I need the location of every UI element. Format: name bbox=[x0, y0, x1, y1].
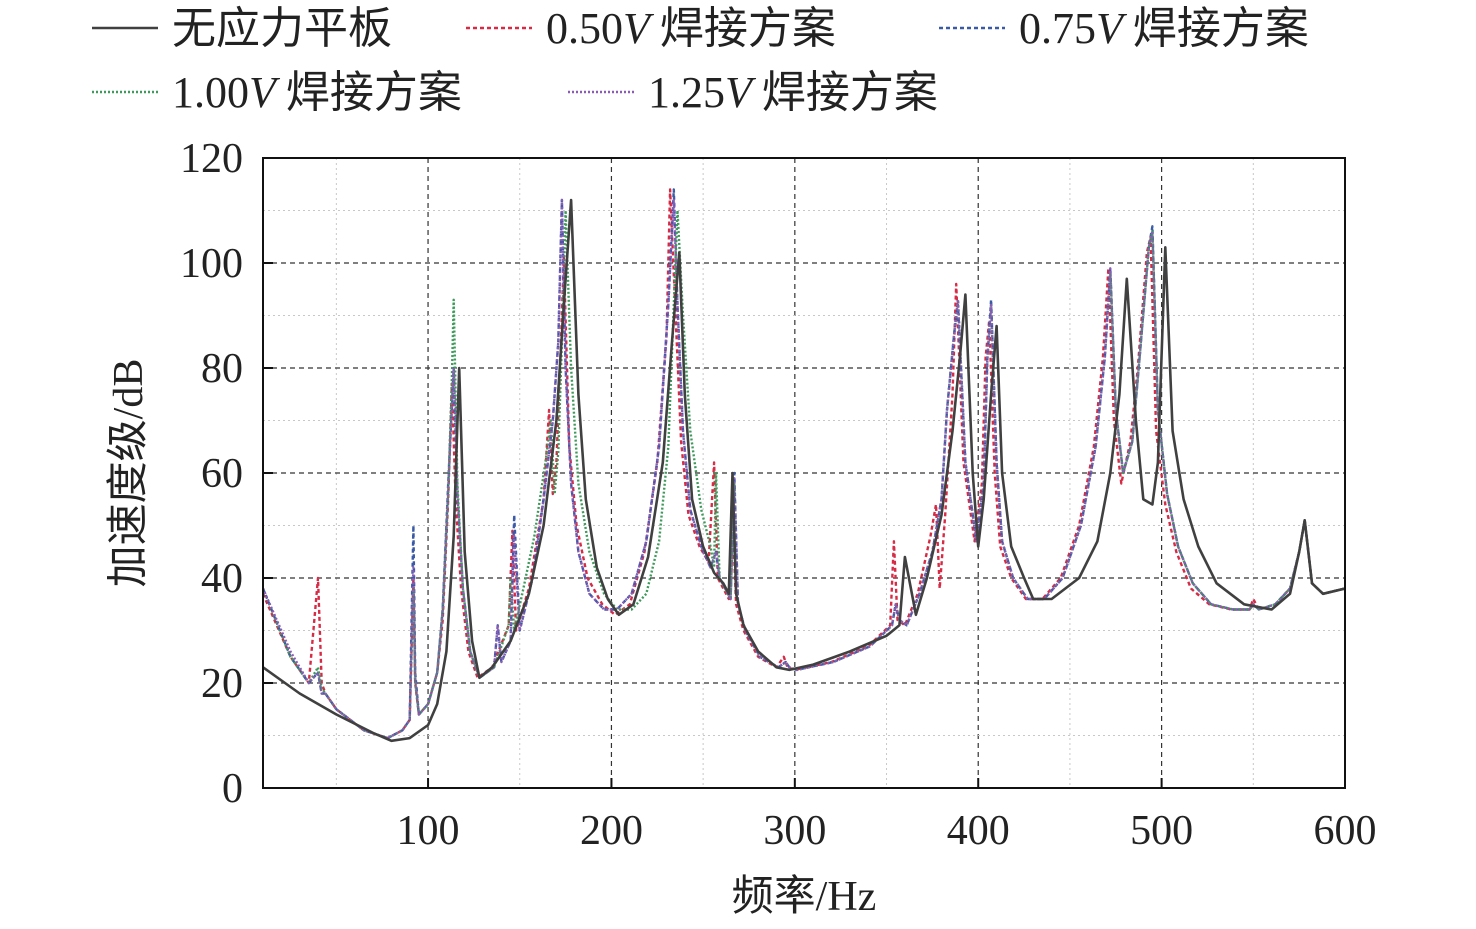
y-axis-label: 加速度级/dB bbox=[106, 359, 152, 588]
y-ticks: 0 20 40 60 80 100 120 bbox=[180, 136, 273, 812]
legend-text: 焊接方案 bbox=[762, 68, 938, 117]
legend-label: 1.25V 焊接方案 bbox=[648, 68, 938, 117]
x-axis-label: 频率/Hz bbox=[732, 873, 877, 920]
plot-area bbox=[262, 157, 1346, 789]
legend-text: 焊接方案 bbox=[660, 4, 836, 53]
grid-lines bbox=[263, 158, 1345, 788]
y-tick-label: 20 bbox=[201, 661, 243, 707]
x-tick-label: 400 bbox=[947, 808, 1010, 854]
x-tick-label: 200 bbox=[580, 808, 643, 854]
legend-text: 焊接方案 bbox=[286, 68, 462, 117]
legend-variable: V bbox=[725, 68, 757, 117]
legend-variable: V bbox=[623, 4, 655, 53]
y-tick-label: 0 bbox=[222, 766, 243, 812]
x-tick-label: 600 bbox=[1314, 808, 1377, 854]
y-tick-label: 120 bbox=[180, 136, 243, 182]
x-tick-label: 500 bbox=[1130, 808, 1193, 854]
series-lines bbox=[263, 188, 1345, 743]
y-tick-label: 80 bbox=[201, 346, 243, 392]
legend-variable: V bbox=[249, 68, 281, 117]
x-tick-label: 100 bbox=[397, 808, 460, 854]
series-line bbox=[263, 198, 1345, 743]
legend-number: 1.25 bbox=[648, 68, 725, 117]
legend-label: 1.00V 焊接方案 bbox=[172, 68, 462, 117]
legend-variable: V bbox=[1096, 4, 1128, 53]
legend-text: 无应力平板 bbox=[172, 4, 392, 53]
legend-number: 1.00 bbox=[172, 68, 249, 117]
y-tick-label: 60 bbox=[201, 451, 243, 497]
legend-number: 0.75 bbox=[1019, 4, 1096, 53]
legend-number: 0.50 bbox=[546, 4, 623, 53]
legend-label: 0.75V 焊接方案 bbox=[1019, 4, 1309, 53]
series-line bbox=[263, 198, 1345, 740]
x-ticks: 100 200 300 400 500 600 bbox=[397, 778, 1377, 854]
legend-label: 0.50V 焊接方案 bbox=[546, 4, 836, 53]
legend-label: 无应力平板 bbox=[172, 4, 392, 53]
y-tick-label: 100 bbox=[180, 241, 243, 287]
y-tick-label: 40 bbox=[201, 556, 243, 602]
x-tick-label: 300 bbox=[763, 808, 826, 854]
legend-text: 焊接方案 bbox=[1133, 4, 1309, 53]
